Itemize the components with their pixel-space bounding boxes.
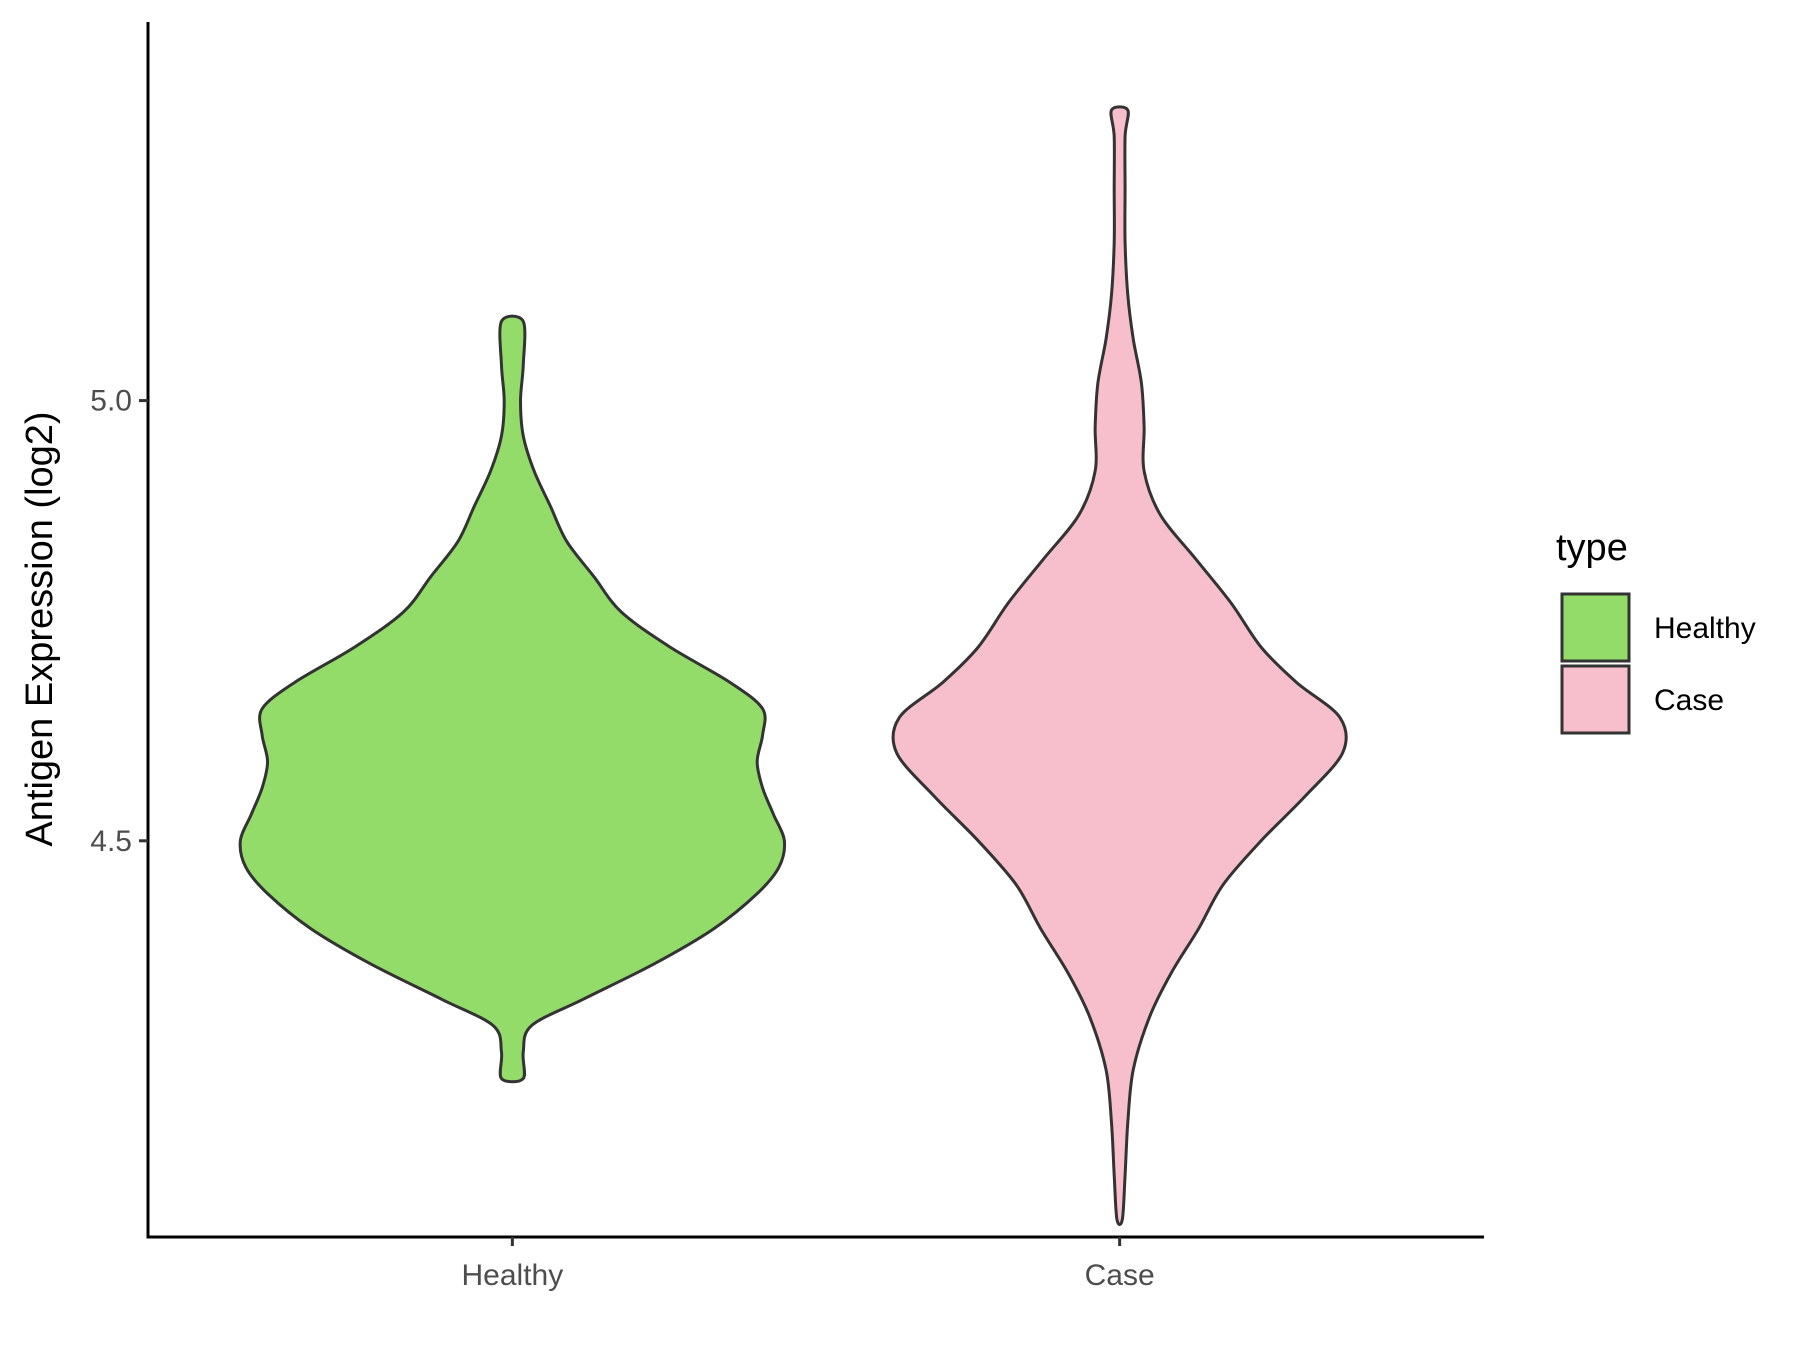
y-tick-label: 5.0 [90,385,132,418]
y-axis-ticks: 4.5 5.0 [90,385,148,858]
legend-key-healthy [1560,592,1631,663]
legend-items: Healthy Case [1560,592,1756,735]
legend-label-case: Case [1654,684,1724,717]
violins-layer [238,105,1348,1227]
legend-title: type [1556,527,1628,569]
x-axis-ticks: Healthy Case [462,1237,1155,1292]
legend-label-healthy: Healthy [1654,612,1756,645]
y-axis-title: Antigen Expression (log2) [19,411,61,846]
legend-key-case [1560,664,1631,735]
legend: type Healthy Case [1556,527,1756,735]
x-tick-label: Healthy [462,1259,564,1292]
y-tick-label: 4.5 [90,825,132,858]
violin-case [891,105,1348,1227]
x-tick-label: Case [1085,1259,1155,1292]
violin-healthy [238,314,787,1084]
